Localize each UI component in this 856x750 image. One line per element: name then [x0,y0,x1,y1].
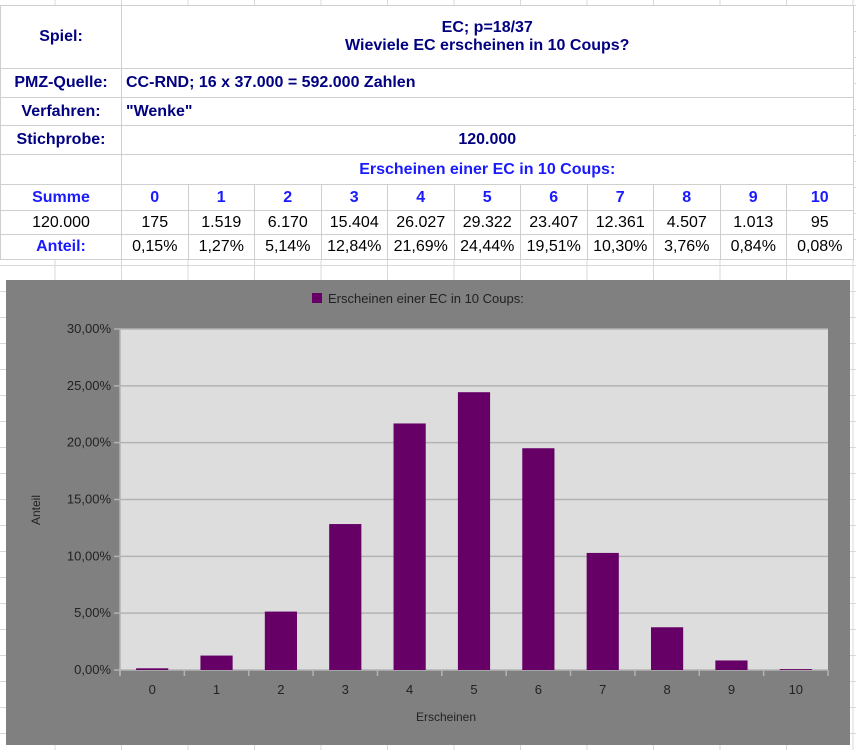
x-tick-label: 3 [342,682,349,697]
anteil-cell: 19,51% [520,234,588,260]
column-header: 10 [786,184,854,211]
legend-label: Erscheinen einer EC in 10 Coups: [328,291,524,306]
bar-2[interactable] [264,611,297,670]
x-axis-title: Erscheinen [416,710,476,724]
section-title: Erscheinen einer EC in 10 Coups: [121,154,854,185]
column-header: 9 [719,184,787,211]
count-cell: 1.519 [187,210,255,235]
count-cell: 23.407 [520,210,588,235]
count-cell: 1.013 [719,210,787,235]
legend-swatch [312,293,322,303]
y-tick-label: 25,00% [67,378,112,393]
stichprobe-value: 120.000 [121,125,854,155]
bar-0[interactable] [136,668,169,670]
count-cell: 29.322 [453,210,521,235]
x-tick-label: 1 [213,682,220,697]
anteil-cell: 24,44% [453,234,521,260]
anteil-cell: 0,08% [786,234,854,260]
column-header: 7 [586,184,654,211]
column-header: 4 [387,184,455,211]
anteil-cell: 21,69% [387,234,455,260]
bar-3[interactable] [329,524,362,670]
summe-value: 120.000 [0,210,122,235]
y-tick-label: 20,00% [67,435,112,450]
bar-10[interactable] [779,669,812,670]
count-cell: 12.361 [586,210,654,235]
x-tick-label: 5 [470,682,477,697]
x-tick-label: 2 [277,682,284,697]
column-header: 3 [320,184,388,211]
x-tick-label: 10 [789,682,803,697]
x-tick-label: 9 [728,682,735,697]
empty-cell [0,154,122,185]
anteil-cell: 3,76% [653,234,721,260]
x-tick-label: 7 [599,682,606,697]
column-header: 6 [520,184,588,211]
column-header: 0 [121,184,189,211]
x-tick-label: 8 [663,682,670,697]
y-tick-label: 10,00% [67,548,112,563]
anteil-cell: 1,27% [187,234,255,260]
count-cell: 175 [121,210,189,235]
column-header: 5 [453,184,521,211]
count-cell: 26.027 [387,210,455,235]
spiel-line-1: EC; p=18/37 [441,19,533,36]
anteil-cell: 0,15% [121,234,189,260]
column-header: 8 [653,184,721,211]
column-header: 2 [254,184,322,211]
y-axis-title: Anteil [29,495,43,525]
count-cell: 95 [786,210,854,235]
verfahren-value: "Wenke" [121,97,854,126]
anteil-label: Anteil: [0,234,122,260]
summe-label: Summe [0,184,122,211]
x-tick-label: 0 [149,682,156,697]
y-tick-label: 15,00% [67,492,112,507]
y-tick-label: 5,00% [74,605,111,620]
column-header: 1 [187,184,255,211]
x-tick-label: 4 [406,682,413,697]
bar-5[interactable] [457,392,491,670]
pmz-value: CC-RND; 16 x 37.000 = 592.000 Zahlen [121,68,854,98]
bar-chart[interactable]: Erscheinen einer EC in 10 Coups: 0,00% 5,… [6,280,850,745]
y-tick-label: 30,00% [67,321,112,336]
count-cell: 6.170 [254,210,322,235]
verfahren-label: Verfahren: [0,97,122,126]
pmz-label: PMZ-Quelle: [0,68,122,98]
bar-9[interactable] [715,660,748,670]
bar-7[interactable] [586,552,619,670]
y-tick-label: 0,00% [74,662,111,677]
anteil-cell: 10,30% [586,234,654,260]
spiel-label: Spiel: [0,5,122,69]
spiel-value: EC; p=18/37 Wieviele EC erscheinen in 10 … [121,5,854,69]
stichprobe-label: Stichprobe: [0,125,122,155]
anteil-cell: 0,84% [719,234,787,260]
bar-6[interactable] [522,448,555,670]
data-table: Spiel: EC; p=18/37 Wieviele EC erscheinen… [0,5,854,260]
chart-svg: Erscheinen einer EC in 10 Coups: 0,00% 5,… [29,291,829,724]
bar-4[interactable] [393,423,426,670]
anteil-cell: 12,84% [320,234,388,260]
bar-1[interactable] [200,655,233,670]
spiel-line-2: Wieviele EC erscheinen in 10 Coups? [345,37,630,54]
count-cell: 15.404 [320,210,388,235]
count-cell: 4.507 [653,210,721,235]
x-tick-label: 6 [535,682,542,697]
anteil-cell: 5,14% [254,234,322,260]
bar-8[interactable] [651,627,684,670]
